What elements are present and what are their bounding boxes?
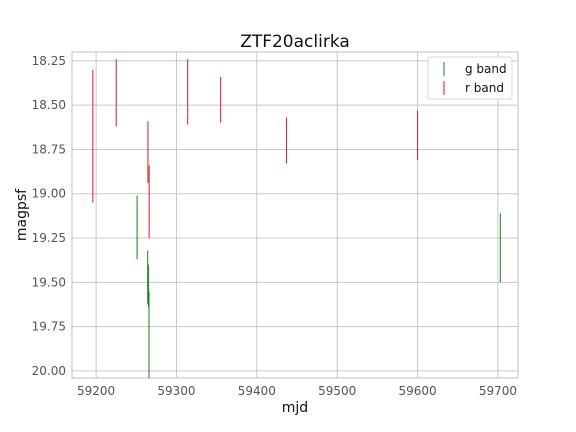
y-tick-label: 19.75 xyxy=(32,320,66,334)
legend-r-band-label: r band xyxy=(465,81,504,95)
y-tick-label: 20.00 xyxy=(32,364,66,378)
x-tick-label: 59300 xyxy=(157,384,195,398)
x-tick-label: 59500 xyxy=(318,384,356,398)
y-tick-label: 19.50 xyxy=(32,275,66,289)
y-tick-label: 18.25 xyxy=(32,54,66,68)
x-tick-labels: 59200 59300 59400 59500 59600 59700 xyxy=(77,384,517,398)
y-tick-label: 18.75 xyxy=(32,142,66,156)
x-tick-label: 59700 xyxy=(479,384,517,398)
y-tick-labels: 18.25 18.50 18.75 19.00 19.25 19.50 19.75 20.00 xyxy=(32,54,66,378)
y-tick-label: 19.00 xyxy=(32,187,66,201)
chart-title: ZTF20aclirka xyxy=(240,32,350,52)
plot-frame xyxy=(72,52,518,378)
x-tick-label: 59200 xyxy=(77,384,115,398)
data-marks xyxy=(93,59,500,378)
y-tick-label: 19.25 xyxy=(32,231,66,245)
y-axis-label: magpsf xyxy=(14,188,30,241)
x-tick-label: 59600 xyxy=(398,384,436,398)
grid xyxy=(72,52,518,378)
x-axis-label: mjd xyxy=(282,400,308,416)
legend-g-band-label: g band xyxy=(465,62,507,76)
legend: g band r band xyxy=(428,57,512,99)
x-tick-label: 59400 xyxy=(238,384,276,398)
y-tick-label: 18.50 xyxy=(32,98,66,112)
